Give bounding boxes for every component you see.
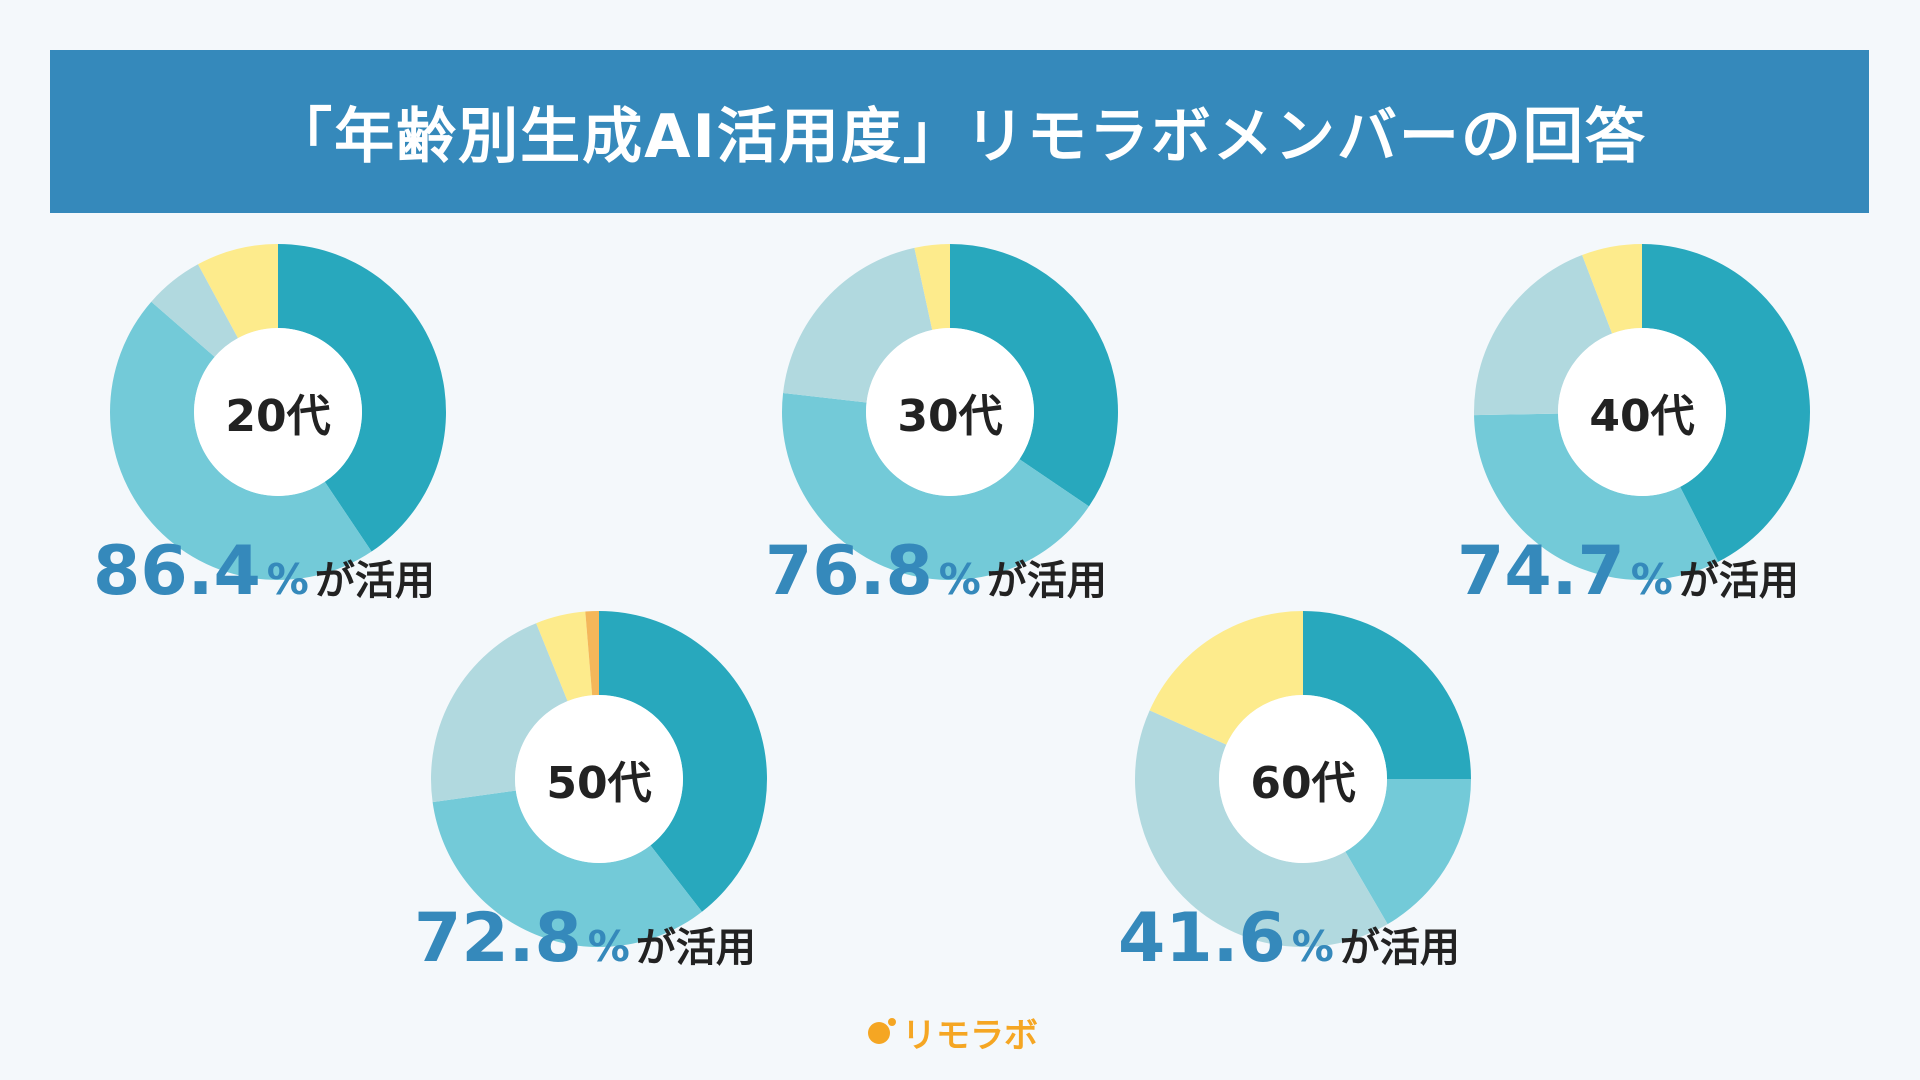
- donut-segment-2: [782, 393, 1089, 580]
- stat-20s: 86.4 % が活用: [93, 538, 435, 606]
- stat-value: 76.8: [765, 532, 933, 611]
- donut-hole: [194, 328, 362, 496]
- logo-text: リモラボ: [902, 1016, 1038, 1056]
- donut-hole: [1219, 695, 1387, 863]
- donut-segment-5: [585, 611, 599, 696]
- donut-chart-20s: 20代: [108, 242, 448, 582]
- logo-dot-icon: [868, 1017, 896, 1044]
- stat-unit: %: [938, 555, 981, 604]
- donut-hole: [515, 695, 683, 863]
- donut-segment-4: [536, 611, 593, 702]
- donut-segment-2: [432, 790, 702, 947]
- stat-60s: 41.6 % が活用: [1118, 905, 1460, 973]
- donut-segment-3: [1135, 710, 1388, 947]
- stat-value: 72.8: [414, 899, 582, 978]
- stat-unit: %: [587, 922, 630, 971]
- donut-chart-50s: 50代: [429, 609, 769, 949]
- donut-segment-4: [1582, 244, 1642, 334]
- donut-segment-4: [1149, 611, 1303, 745]
- donut-segment-3: [1474, 255, 1613, 416]
- donut-chart-30s: 30代: [780, 242, 1120, 582]
- donut-segment-3: [151, 264, 238, 357]
- donut-svg: [1135, 611, 1471, 947]
- stat-unit: %: [1630, 555, 1673, 604]
- stat-suffix: が活用: [986, 558, 1107, 604]
- stat-unit: %: [1291, 922, 1334, 971]
- donut-segment-1: [1303, 611, 1471, 779]
- title-banner: 「年齢別生成AI活用度」リモラボメンバーの回答: [50, 50, 1869, 213]
- donut-segment-2: [109, 301, 372, 581]
- donut-segment-2: [1345, 779, 1471, 925]
- donut-svg: [782, 244, 1118, 580]
- donut-svg: [1474, 244, 1810, 580]
- stat-value: 74.7: [1457, 532, 1625, 611]
- stat-suffix: が活用: [1339, 925, 1460, 971]
- donut-segment-1: [950, 244, 1118, 507]
- donut-segment-1: [278, 244, 446, 552]
- stat-suffix: が活用: [635, 925, 756, 971]
- stat-suffix: が活用: [314, 558, 435, 604]
- stat-suffix: が活用: [1678, 558, 1799, 604]
- stat-50s: 72.8 % が活用: [414, 905, 756, 973]
- donut-hole: [1558, 328, 1726, 496]
- page-title: 「年齢別生成AI活用度」リモラボメンバーの回答: [272, 102, 1647, 172]
- stat-30s: 76.8 % が活用: [765, 538, 1107, 606]
- donut-svg: [431, 611, 767, 947]
- brand-logo: リモラボ: [868, 1008, 1038, 1057]
- donut-svg: [109, 244, 446, 581]
- stat-40s: 74.7 % が活用: [1457, 538, 1799, 606]
- donut-segment-3: [431, 623, 568, 803]
- donut-segment-4: [197, 244, 278, 339]
- stat-value: 86.4: [93, 532, 261, 611]
- donut-hole: [866, 328, 1034, 496]
- stat-value: 41.6: [1118, 899, 1286, 978]
- donut-segment-2: [1474, 413, 1719, 580]
- donut-segment-3: [783, 247, 933, 403]
- donut-segment-1: [599, 611, 767, 912]
- donut-chart-60s: 60代: [1133, 609, 1473, 949]
- donut-segment-1: [1642, 244, 1810, 562]
- donut-chart-40s: 40代: [1472, 242, 1812, 582]
- donut-segment-4: [914, 244, 950, 330]
- stat-unit: %: [266, 555, 309, 604]
